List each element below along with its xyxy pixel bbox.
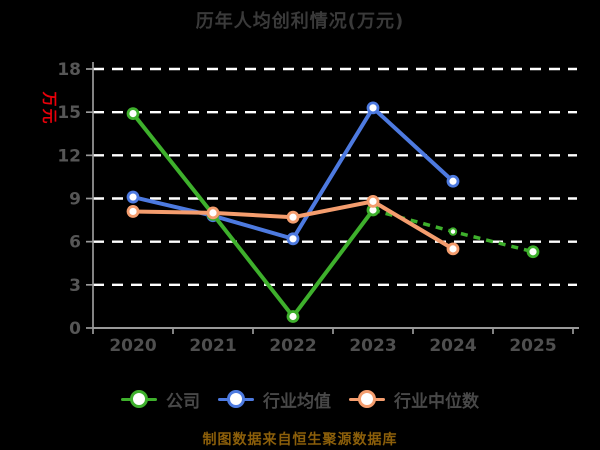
y-tick-label: 18 [57,60,81,80]
industry-median-point [446,242,460,256]
y-tick-label: 6 [69,233,81,253]
industry-median-point [286,210,300,224]
company-legend-marker-icon [121,389,157,409]
x-tick-label: 2025 [509,336,556,356]
industry-avg-point [446,174,460,188]
source-note: 制图数据来自恒生聚源数据库 [202,432,398,448]
y-tick-label: 9 [69,190,81,210]
industry-median-point [206,206,220,220]
legend-label-industry-avg: 行业均值 [263,391,331,412]
legend-label-industry-median: 行业中位数 [394,391,479,412]
y-tick-label: 12 [57,146,81,166]
plot-area: 0 3 6 9 12 15 18 2020 2021 2022 2023 2024 2025 [57,60,579,356]
x-tick-label: 2020 [109,336,156,356]
x-tick-label: 2021 [189,336,236,356]
industry-avg-point [286,232,300,246]
industry-median-point [366,194,380,208]
legend-label-company: 公司 [166,391,200,412]
legend-item-company[interactable]: 公司 [121,387,200,412]
legend-item-industry-median[interactable]: 行业中位数 [349,387,479,412]
industry-median-point [126,205,140,218]
company-point [126,107,140,121]
y-tick-label: 0 [69,319,81,339]
legend: 公司 行业均值 行业中位数 [0,386,600,412]
chart-title: 历年人均创利情况(万元) [195,11,405,32]
industry-avg-legend-marker-icon [218,389,254,409]
legend-item-industry-avg[interactable]: 行业均值 [218,387,331,412]
company-line [131,112,375,320]
company-point [448,227,458,236]
company-point [286,310,300,323]
industry-avg-point [126,190,140,204]
x-tick-label: 2022 [269,336,316,356]
industry-median-legend-marker-icon [349,389,385,409]
y-tick-label: 3 [69,276,81,296]
x-tick-label: 2023 [349,336,396,356]
industry-avg-point [366,101,380,115]
y-tick-label: 15 [57,103,81,123]
x-tick-label: 2024 [429,336,476,356]
company-point [526,245,540,259]
